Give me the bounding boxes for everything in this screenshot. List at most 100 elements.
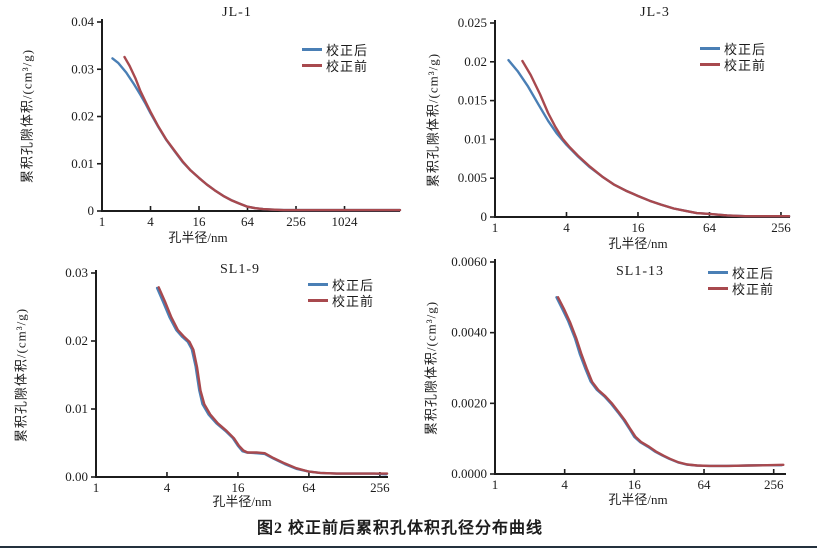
legend-line-swatch [302, 63, 322, 67]
x-tick-label: 64 [703, 220, 717, 235]
x-axis-label: 孔半径/nm [608, 236, 668, 251]
legend-line-swatch [708, 270, 728, 274]
legend-item-corrected-before: 校正前 [708, 280, 775, 297]
x-tick-label: 1 [492, 477, 499, 492]
plot-jl-1: 0 0.01 0.02 0.03 0.04 1 4 16 64 256 1024 [71, 14, 402, 229]
figure-caption: 图2 校正前后累积孔体积孔径分布曲线 [256, 520, 544, 537]
x-tick-label: 64 [698, 477, 712, 492]
y-tick-label: 0.01 [464, 131, 487, 146]
chart-title: SL1-13 [616, 264, 664, 279]
plot-jl-3: 0 0.005 0.01 0.015 0.02 0.025 1 4 16 64 256 [458, 15, 791, 235]
legend: 校正后 校正前 [308, 276, 375, 309]
y-tick-label: 0.03 [71, 61, 94, 76]
y-axis-label: 累积孔隙体积/(cm³/g) [13, 307, 29, 443]
series-line [155, 286, 388, 476]
legend-line-swatch [700, 62, 720, 66]
legend-item-corrected-after: 校正后 [308, 276, 375, 293]
chart-title: JL-1 [222, 5, 252, 20]
axes: 0.0000 0.0020 0.0040 0.0060 1 4 16 64 256 [451, 254, 786, 492]
y-tick-label: 0.0000 [451, 466, 487, 481]
x-tick-label: 1 [492, 220, 499, 235]
legend: 校正后 校正前 [700, 40, 767, 73]
series-line [555, 296, 783, 468]
chart-jl-1: 0 0.01 0.02 0.03 0.04 1 4 16 64 256 1024 JL-1 累积孔隙… [0, 0, 408, 250]
x-tick-label: 256 [286, 214, 306, 229]
y-tick-label: 0 [88, 203, 95, 218]
y-tick-label: 0.015 [458, 93, 487, 108]
x-tick-label: 1024 [332, 214, 359, 229]
chart-jl-3: 0 0.005 0.01 0.015 0.02 0.025 1 4 16 64 256 JL-3 累… [408, 0, 817, 251]
y-tick-label: 0 [481, 209, 488, 224]
chart-sl1-13: 0.0000 0.0020 0.0040 0.0060 1 4 16 64 256 SL1-13… [408, 250, 817, 510]
legend: 校正后 校正前 [302, 41, 369, 74]
chart-sl1-9: 0.00 0.01 0.02 0.03 1 4 16 64 256 SL1-9 累积孔隙体积/(… [0, 250, 408, 510]
x-tick-label: 16 [631, 220, 645, 235]
legend-item-corrected-before: 校正前 [700, 56, 767, 73]
y-tick-label: 0.01 [71, 156, 94, 171]
legend-line-swatch [308, 282, 328, 286]
y-tick-label: 0.005 [458, 170, 487, 185]
y-axis-label: 累积孔隙体积/(cm³/g) [19, 48, 35, 184]
plot-sl1-9: 0.00 0.01 0.02 0.03 1 4 16 64 256 [65, 265, 390, 495]
y-tick-label: 0.0060 [451, 254, 487, 269]
bottom-rule [0, 546, 817, 548]
chart-title: JL-3 [640, 5, 670, 20]
axes: 0.00 0.01 0.02 0.03 1 4 16 64 256 [65, 265, 390, 495]
x-tick-label: 1 [93, 480, 100, 495]
y-tick-label: 0.03 [65, 265, 88, 280]
legend-line-swatch [700, 46, 720, 50]
legend-item-corrected-after: 校正后 [700, 40, 767, 57]
series-line [111, 57, 402, 212]
plot-sl1-13: 0.0000 0.0020 0.0040 0.0060 1 4 16 64 256 [451, 254, 786, 492]
x-tick-label: 4 [164, 480, 171, 495]
y-tick-label: 0.02 [464, 54, 487, 69]
legend-item-corrected-after: 校正后 [302, 41, 369, 58]
axes: 0 0.005 0.01 0.015 0.02 0.025 1 4 16 64 256 [458, 15, 791, 235]
x-tick-label: 64 [241, 214, 255, 229]
y-tick-label: 0.02 [71, 109, 94, 124]
x-tick-label: 16 [231, 480, 245, 495]
y-tick-label: 0.04 [71, 14, 94, 29]
chart-title: SL1-9 [220, 262, 260, 277]
legend: 校正后 校正前 [708, 264, 775, 297]
legend-item-corrected-after: 校正后 [708, 264, 774, 281]
legend-label: 校正后 [724, 41, 767, 57]
y-tick-label: 0.00 [65, 469, 88, 484]
legend-line-swatch [708, 286, 728, 290]
legend-label: 校正前 [326, 58, 369, 74]
y-tick-label: 0.025 [458, 15, 487, 30]
legend-line-swatch [308, 298, 328, 302]
y-tick-label: 0.01 [65, 401, 88, 416]
x-tick-label: 1 [99, 214, 106, 229]
x-tick-label: 4 [561, 477, 568, 492]
x-tick-label: 16 [193, 214, 207, 229]
legend-label: 校正前 [332, 293, 375, 309]
y-axis-label: 累积孔隙体积/(cm³/g) [423, 300, 439, 436]
x-tick-label: 16 [628, 477, 642, 492]
x-tick-label: 64 [302, 480, 316, 495]
legend-label: 校正后 [326, 42, 369, 58]
y-tick-label: 0.02 [65, 333, 88, 348]
legend-line-swatch [302, 47, 322, 51]
y-tick-label: 0.0040 [451, 325, 487, 340]
legend-item-corrected-before: 校正前 [302, 57, 369, 74]
series-line [507, 59, 791, 218]
series-line [556, 296, 785, 468]
legend-label: 校正前 [732, 281, 775, 297]
series-line [123, 55, 402, 212]
x-tick-label: 256 [771, 220, 791, 235]
y-axis-label: 累积孔隙体积/(cm³/g) [425, 52, 441, 188]
x-tick-label: 4 [147, 214, 154, 229]
legend-label: 校正后 [332, 277, 375, 293]
x-tick-label: 256 [764, 477, 784, 492]
x-tick-label: 4 [563, 220, 570, 235]
x-axis-label: 孔半径/nm [212, 494, 272, 509]
series-line [157, 286, 389, 475]
legend-label: 校正前 [724, 57, 767, 73]
y-tick-label: 0.0020 [451, 395, 487, 410]
series-line [521, 59, 791, 218]
x-tick-label: 256 [370, 480, 390, 495]
legend-item-corrected-before: 校正前 [308, 292, 375, 309]
x-axis-label: 孔半径/nm [168, 230, 228, 245]
